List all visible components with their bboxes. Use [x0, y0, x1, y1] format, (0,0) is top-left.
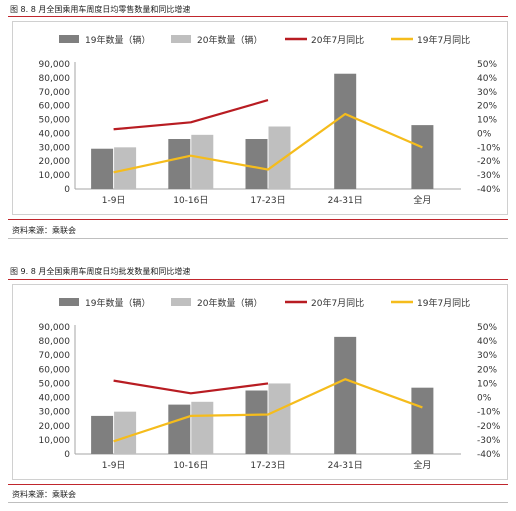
bottom-rule	[8, 502, 508, 503]
right-tick-label: 40%	[477, 337, 497, 347]
legend-label: 20年数量（辆）	[197, 297, 262, 309]
figure-8: 图 8. 8 月全国乘用车周度日均零售数量和同比增速 0 10,000 20,000…	[0, 0, 516, 240]
legend-swatch	[59, 298, 79, 306]
chart-container: 0 10,000 20,000 30,000 40,000 50,000 60,000 70,…	[12, 21, 508, 215]
title-rule	[8, 16, 508, 17]
source-rule	[8, 484, 508, 485]
bar	[411, 125, 434, 189]
figure-9: 图 9. 8 月全国乘用车周度日均批发数量和同比增速 0 10,000 20,000…	[0, 262, 516, 511]
left-tick-label: 90,000	[39, 60, 71, 70]
right-tick-label: 50%	[477, 323, 497, 333]
bar	[334, 336, 357, 454]
bar	[268, 383, 291, 454]
legend-label: 20年数量（辆）	[197, 34, 262, 46]
left-tick-label: 0	[64, 185, 70, 195]
right-tick-label: 0%	[477, 394, 492, 404]
category-label: 1-9日	[102, 460, 126, 471]
right-tick-label: 10%	[477, 379, 497, 389]
bar	[114, 147, 137, 189]
title-rule	[8, 279, 508, 280]
left-tick-label: 60,000	[39, 365, 71, 375]
right-tick-label: 30%	[477, 88, 497, 98]
series-line	[113, 112, 423, 174]
bar	[91, 415, 114, 454]
left-tick-label: 80,000	[39, 74, 71, 84]
bar	[268, 126, 291, 189]
right-tick-label: -30%	[477, 436, 501, 446]
left-tick-label: 10,000	[39, 171, 71, 181]
category-label: 1-9日	[102, 195, 126, 206]
left-tick-label: 0	[64, 450, 70, 460]
bar	[334, 73, 357, 189]
series-line	[113, 378, 423, 443]
legend-label: 19年7月同比	[417, 34, 470, 46]
bar	[245, 390, 268, 454]
category-label: 17-23日	[250, 195, 285, 206]
legend-swatch	[171, 298, 191, 306]
right-tick-label: 20%	[477, 102, 497, 112]
category-label: 全月	[413, 459, 431, 471]
right-tick-label: 10%	[477, 116, 497, 126]
legend-label: 19年数量（辆）	[85, 297, 150, 309]
right-tick-label: 20%	[477, 365, 497, 375]
category-label: 10-16日	[173, 195, 208, 206]
right-tick-label: -40%	[477, 450, 501, 460]
right-tick-label: -10%	[477, 143, 501, 153]
bar	[168, 139, 191, 189]
left-tick-label: 90,000	[39, 323, 71, 333]
left-tick-label: 40,000	[39, 394, 71, 404]
right-tick-label: -40%	[477, 185, 501, 195]
left-tick-label: 60,000	[39, 102, 71, 112]
left-tick-label: 30,000	[39, 408, 71, 418]
left-tick-label: 70,000	[39, 351, 71, 361]
legend-label: 20年7月同比	[311, 297, 364, 309]
figure-title: 图 8. 8 月全国乘用车周度日均零售数量和同比增速	[10, 5, 191, 14]
retail-chart: 0 10,000 20,000 30,000 40,000 50,000 60,000 70,…	[39, 34, 501, 206]
bar	[91, 148, 114, 189]
category-label: 全月	[413, 194, 431, 206]
bottom-rule	[8, 238, 508, 239]
left-tick-label: 30,000	[39, 143, 71, 153]
source-rule	[8, 219, 508, 220]
bar	[245, 139, 268, 189]
source-note: 资料来源：乘联会	[12, 490, 76, 499]
bar	[114, 411, 137, 454]
legend-label: 20年7月同比	[311, 34, 364, 46]
left-tick-label: 80,000	[39, 337, 71, 347]
right-tick-label: 0%	[477, 129, 492, 139]
bar	[191, 401, 214, 454]
left-tick-label: 40,000	[39, 129, 71, 139]
right-tick-label: -20%	[477, 157, 501, 167]
left-tick-label: 10,000	[39, 436, 71, 446]
bar	[168, 404, 191, 454]
category-label: 17-23日	[250, 460, 285, 471]
legend-swatch	[171, 35, 191, 43]
left-tick-label: 50,000	[39, 379, 71, 389]
right-tick-label: -20%	[477, 422, 501, 432]
left-tick-label: 20,000	[39, 157, 71, 167]
right-tick-label: -30%	[477, 171, 501, 181]
legend-label: 19年数量（辆）	[85, 34, 150, 46]
chart-container: 0 10,000 20,000 30,000 40,000 50,000 60,000 70,…	[12, 284, 508, 480]
left-tick-label: 50,000	[39, 116, 71, 126]
series-line	[113, 99, 269, 131]
legend-swatch	[59, 35, 79, 43]
category-label: 24-31日	[328, 195, 363, 206]
right-tick-label: 30%	[477, 351, 497, 361]
right-tick-label: -10%	[477, 408, 501, 418]
legend-label: 19年7月同比	[417, 297, 470, 309]
figure-title: 图 9. 8 月全国乘用车周度日均批发数量和同比增速	[10, 267, 191, 276]
wholesale-chart: 0 10,000 20,000 30,000 40,000 50,000 60,000 70,…	[39, 297, 501, 471]
bar	[411, 387, 434, 454]
source-note: 资料来源：乘联会	[12, 226, 76, 235]
category-label: 10-16日	[173, 460, 208, 471]
right-tick-label: 50%	[477, 60, 497, 70]
bar	[191, 134, 214, 189]
category-label: 24-31日	[328, 460, 363, 471]
left-tick-label: 20,000	[39, 422, 71, 432]
left-tick-label: 70,000	[39, 88, 71, 98]
right-tick-label: 40%	[477, 74, 497, 84]
series-line	[113, 379, 269, 395]
